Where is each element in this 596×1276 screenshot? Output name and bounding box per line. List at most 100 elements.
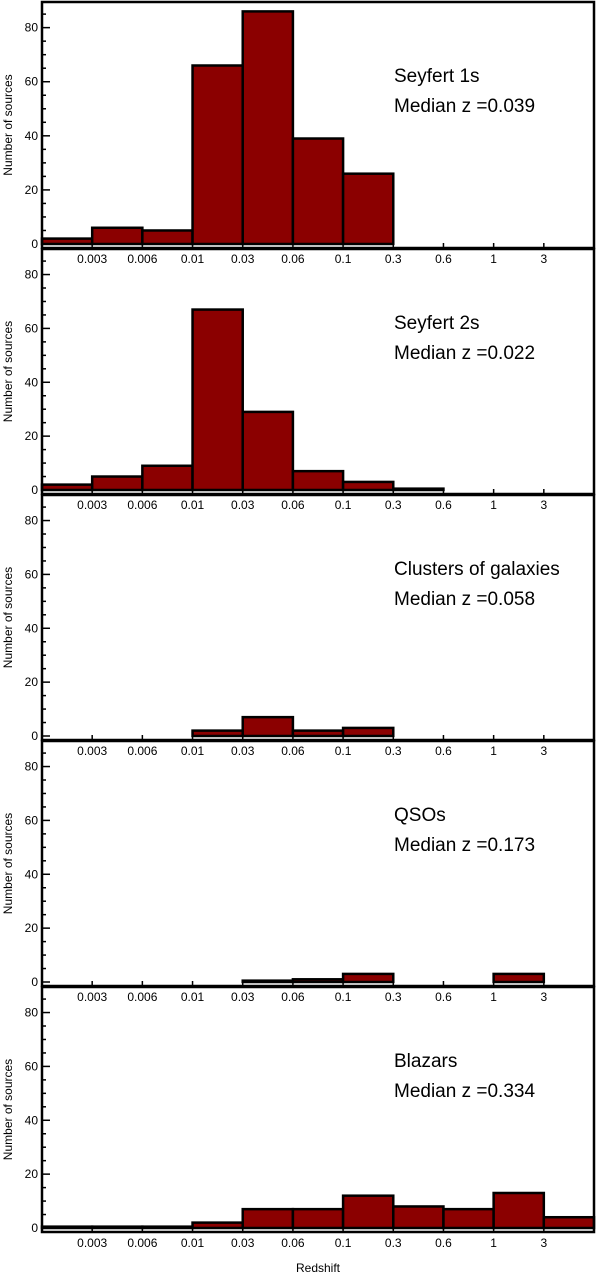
x-tick-label: 3: [540, 990, 547, 1004]
bar-4-5: [241, 979, 295, 984]
x-tick-label: 0.006: [127, 1236, 157, 1250]
bar-3-6: [291, 729, 345, 738]
bar-3-7: [341, 726, 395, 738]
y-tick-label: 80: [25, 514, 39, 528]
y-tick-label: 60: [25, 813, 39, 827]
bar-2-3: [141, 464, 194, 492]
x-tick-label: 3: [540, 744, 547, 758]
bar-2-5: [241, 410, 295, 492]
y-axis-label: Number of sources: [1, 813, 15, 914]
panel-frame: [40, 739, 596, 988]
x-tick-label: 0.3: [385, 744, 402, 758]
bar-5-6: [291, 1207, 345, 1230]
y-axis-label: Number of sources: [1, 567, 15, 668]
y-tick-label: 0: [31, 729, 38, 743]
y-axis-label: Number of sources: [1, 321, 15, 422]
x-tick-label: 0.01: [181, 252, 205, 266]
x-tick-label: 0.1: [335, 252, 352, 266]
bar-1-3: [141, 229, 194, 246]
y-tick-label: 40: [25, 129, 39, 143]
panel-4: 0 20 40 60 80 0.003 0.006 0.01 0.03 0.06 0.1 0.3 0.6…: [1, 739, 596, 1004]
x-tick-label: 3: [540, 498, 547, 512]
bar-4-7: [341, 972, 395, 984]
bar-5-10: [492, 1191, 546, 1230]
x-tick-label: 0.006: [127, 990, 157, 1004]
panel-frame: [40, 247, 596, 496]
y-tick-label: 20: [25, 1167, 39, 1181]
bar-4-6: [291, 978, 345, 984]
y-axis-label: Number of sources: [1, 74, 15, 175]
x-tick-label: 0.03: [231, 498, 255, 512]
x-tick-label: 0.6: [435, 498, 452, 512]
x-tick-label: 0.3: [385, 498, 402, 512]
x-tick-label: 0.006: [127, 252, 157, 266]
x-tick-label: 0.1: [335, 744, 352, 758]
panel-frame: [40, 985, 596, 1234]
bar-5-8: [392, 1205, 445, 1230]
bar-3-4: [191, 729, 244, 738]
median-label: Median z =0.039: [394, 96, 535, 117]
x-tick-label: 0.3: [385, 252, 402, 266]
bar-3-5: [241, 715, 295, 738]
bar-5-4: [191, 1221, 244, 1230]
bar-1-2: [90, 226, 144, 246]
y-tick-label: 60: [25, 321, 39, 335]
bar-2-1: [40, 483, 94, 492]
y-tick-label: 40: [25, 375, 39, 389]
median-label: Median z =0.058: [394, 589, 535, 610]
y-tick-label: 0: [31, 1221, 38, 1235]
bar-2-2: [90, 475, 144, 492]
x-tick-label: 0.3: [385, 1236, 402, 1250]
y-tick-label: 20: [25, 675, 39, 689]
panel-1: 0 20 40 60 80 0.003 0.006 0.01 0.03 0.06 0.1 0.3 0.6…: [1, 0, 596, 266]
bar-1-7: [341, 172, 395, 246]
panel-3: 0 20 40 60 80 0.003 0.006 0.01 0.03 0.06 0.1 0.3 0.6…: [1, 493, 596, 758]
x-tick-label: 0.03: [231, 990, 255, 1004]
x-tick-label: 0.6: [435, 1236, 452, 1250]
x-tick-label: 0.6: [435, 252, 452, 266]
y-tick-label: 20: [25, 183, 39, 197]
bar-5-5: [241, 1207, 295, 1230]
panel-5: 0 20 40 60 80 0.003 0.006 0.01 0.03 0.06 0.1 0.3 0.6…: [1, 985, 596, 1250]
panels: 0 20 40 60 80 0.003 0.006 0.01 0.03 0.06 0.1 0.3 0.6…: [1, 0, 596, 1250]
y-tick-label: 0: [31, 975, 38, 989]
x-tick-label: 0.003: [77, 744, 107, 758]
bar-1-6: [291, 137, 345, 246]
bar-5-9: [442, 1207, 495, 1230]
panel-title: QSOs: [394, 805, 446, 826]
x-tick-label: 3: [540, 1236, 547, 1250]
panel-2: 0 20 40 60 80 0.003 0.006 0.01 0.03 0.06 0.1 0.3 0.6…: [1, 247, 596, 512]
x-tick-label: 1: [490, 744, 497, 758]
x-tick-label: 1: [490, 252, 497, 266]
bar-2-8: [392, 487, 445, 492]
bar-2-6: [291, 469, 345, 492]
y-tick-label: 40: [25, 1113, 39, 1127]
panel-frame: [40, 493, 596, 742]
bar-2-7: [341, 480, 395, 492]
x-tick-label: 0.01: [181, 1236, 205, 1250]
x-tick-label: 0.006: [127, 744, 157, 758]
x-tick-label: 0.003: [77, 990, 107, 1004]
x-tick-label: 0.06: [281, 252, 305, 266]
x-tick-label: 0.01: [181, 744, 205, 758]
y-tick-label: 80: [25, 760, 39, 774]
bar-5-3: [141, 1225, 194, 1230]
x-tick-label: 0.03: [231, 744, 255, 758]
x-tick-label: 1: [490, 1236, 497, 1250]
bar-1-1: [40, 237, 94, 246]
median-label: Median z =0.022: [394, 343, 535, 364]
x-tick-label: 0.1: [335, 990, 352, 1004]
y-tick-label: 60: [25, 567, 39, 581]
y-tick-label: 40: [25, 621, 39, 635]
x-tick-label: 0.06: [281, 744, 305, 758]
panel-title: Blazars: [394, 1051, 457, 1072]
y-tick-label: 80: [25, 1006, 39, 1020]
y-tick-label: 20: [25, 921, 39, 935]
x-tick-label: 1: [490, 990, 497, 1004]
x-tick-label: 0.03: [231, 252, 255, 266]
bar-4-10: [492, 972, 546, 984]
y-tick-label: 40: [25, 867, 39, 881]
x-tick-label: 0.003: [77, 252, 107, 266]
bar-5-11: [542, 1215, 596, 1230]
